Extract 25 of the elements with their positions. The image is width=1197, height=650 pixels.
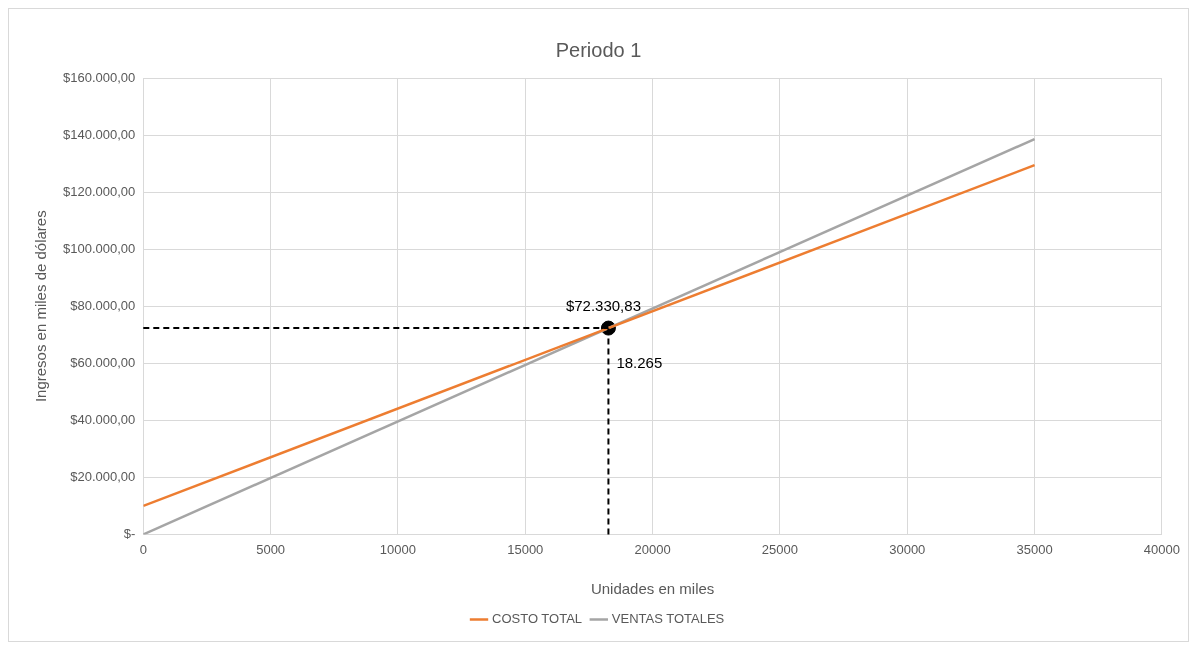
- x-tick-label: 40000: [1143, 541, 1180, 557]
- y-tick-label: $120.000,00: [63, 183, 136, 199]
- y-tick-label: $160.000,00: [63, 69, 136, 85]
- y-tick-label: $100.000,00: [63, 240, 136, 256]
- legend-label: VENTAS TOTALES: [611, 611, 725, 627]
- x-tick-label: 20000: [634, 541, 671, 557]
- y-tick-label: $140.000,00: [63, 126, 136, 142]
- x-tick-label: 15000: [507, 541, 544, 557]
- y-axis-title: Ingresos en miles de dólares: [32, 210, 50, 403]
- x-tick-label: 25000: [761, 541, 799, 557]
- x-tick-label: 0: [139, 541, 147, 557]
- annotation: 18.265: [616, 353, 663, 371]
- y-tick-label: $40.000,00: [70, 411, 136, 427]
- chart-title: Periodo 1: [555, 38, 642, 61]
- x-axis-title: Unidades en miles: [590, 580, 715, 598]
- y-tick-label: $60.000,00: [70, 354, 136, 370]
- y-tick-label: $80.000,00: [70, 297, 136, 313]
- x-tick-label: 35000: [1016, 541, 1053, 557]
- x-tick-label: 5000: [256, 541, 286, 557]
- x-tick-label: 10000: [379, 541, 417, 557]
- y-tick-label: $-: [123, 525, 136, 541]
- y-tick-label: $20.000,00: [70, 468, 136, 484]
- annotation: $72.330,83: [565, 296, 641, 314]
- x-tick-label: 30000: [889, 541, 926, 557]
- legend-label: COSTO TOTAL: [492, 611, 583, 627]
